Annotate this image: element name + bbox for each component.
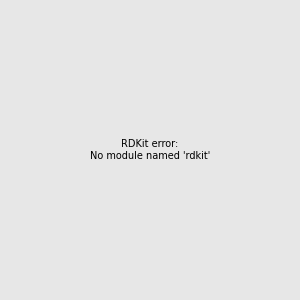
Text: RDKit error:
No module named 'rdkit': RDKit error: No module named 'rdkit' xyxy=(90,139,210,161)
